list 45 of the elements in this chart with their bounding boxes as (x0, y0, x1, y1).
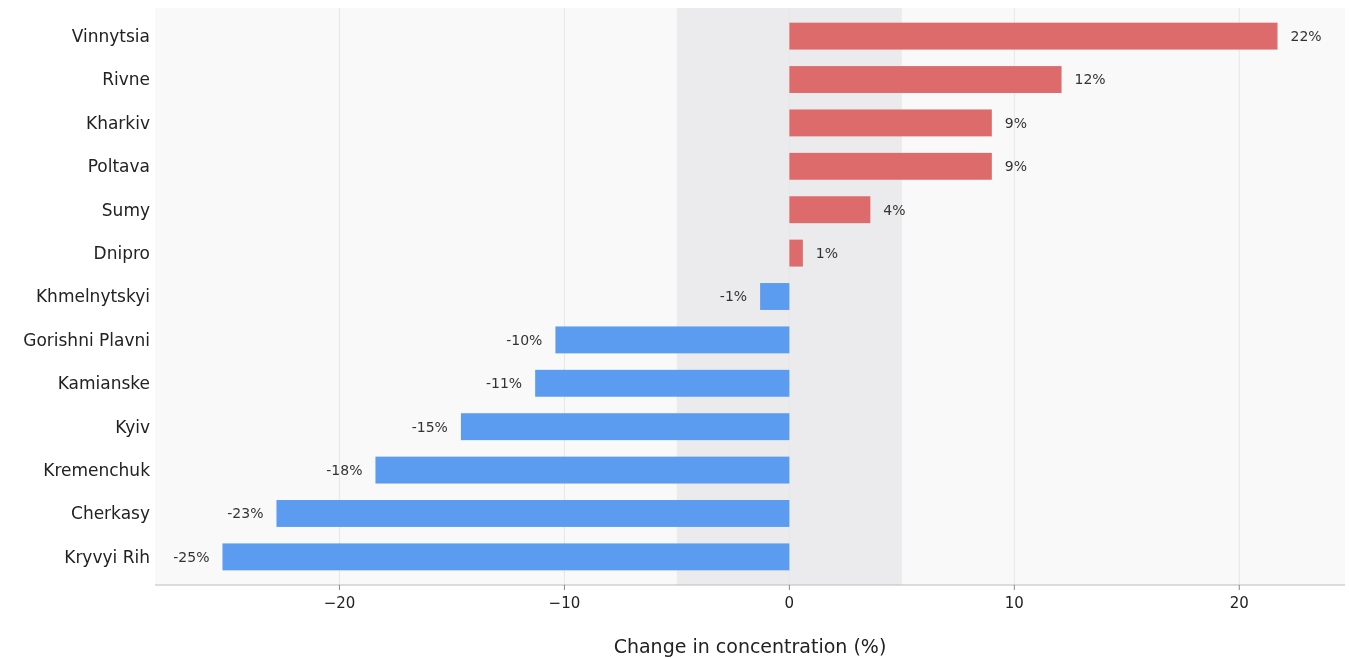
x-tick-label: 0 (784, 594, 795, 612)
y-tick-label: Sumy (101, 199, 150, 220)
data-label: 12% (1074, 71, 1106, 88)
y-tick-label: Kryvyi Rih (64, 546, 150, 567)
x-tick-label: −20 (323, 594, 356, 612)
y-tick-label: Kamianske (57, 373, 150, 394)
y-tick-label: Kremenchuk (43, 460, 151, 481)
bar (535, 369, 790, 397)
data-label: -11% (486, 375, 523, 392)
data-label: -1% (719, 288, 748, 305)
bar (789, 196, 871, 224)
data-label: -15% (411, 418, 448, 435)
x-axis-title: Change in concentration (%) (613, 635, 887, 657)
bar (555, 326, 790, 354)
data-label: -18% (326, 461, 363, 478)
bar (375, 456, 790, 484)
bar (276, 500, 790, 527)
x-tick-label: −10 (548, 594, 581, 612)
y-tick-label: Gorishni Plavni (23, 329, 150, 350)
y-tick-label: Kyiv (115, 416, 150, 437)
bar (789, 152, 992, 180)
bar (789, 239, 803, 267)
bar (460, 413, 790, 441)
data-label: 9% (1004, 114, 1028, 131)
data-label: 9% (1004, 158, 1028, 175)
y-tick-label: Poltava (87, 156, 150, 177)
x-tick-label: 10 (1004, 594, 1024, 612)
bar (222, 543, 790, 571)
data-label: -23% (227, 505, 264, 522)
x-tick-label: 20 (1229, 594, 1249, 612)
y-tick-label: Kharkiv (86, 112, 150, 133)
y-tick-label: Rivne (102, 69, 150, 90)
data-label: 1% (815, 245, 839, 262)
data-label: 4% (883, 201, 906, 218)
data-label: 22% (1290, 28, 1322, 45)
y-tick-label: Cherkasy (71, 503, 150, 524)
y-tick-label: Dnipro (93, 243, 150, 264)
data-label: -25% (173, 548, 210, 565)
bar (789, 109, 992, 137)
bar (760, 283, 790, 310)
y-tick-label: Vinnytsia (71, 26, 150, 47)
bar (789, 22, 1278, 50)
data-label: -10% (506, 331, 543, 348)
y-tick-label: Khmelnytskyi (35, 286, 150, 307)
bar (789, 66, 1062, 93)
